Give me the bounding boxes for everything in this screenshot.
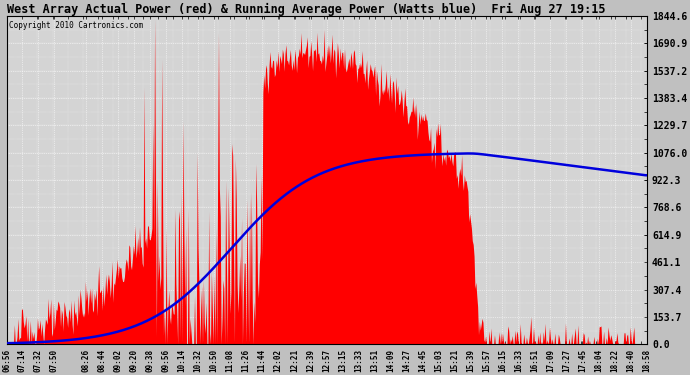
Text: Copyright 2010 Cartronics.com: Copyright 2010 Cartronics.com (8, 21, 143, 30)
Text: West Array Actual Power (red) & Running Average Power (Watts blue)  Fri Aug 27 1: West Array Actual Power (red) & Running … (8, 3, 606, 16)
